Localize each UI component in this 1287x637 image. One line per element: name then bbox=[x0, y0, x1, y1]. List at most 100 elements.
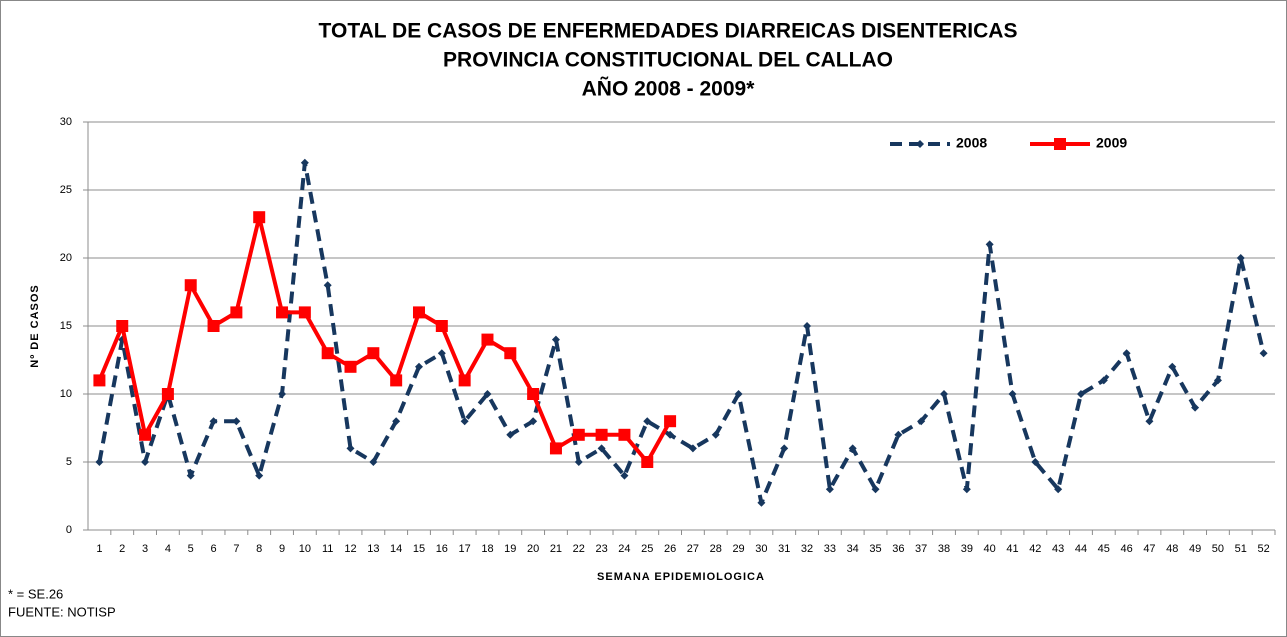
x-tick-label: 37 bbox=[915, 543, 927, 555]
x-tick-label: 50 bbox=[1212, 543, 1224, 555]
point bbox=[549, 442, 562, 455]
point bbox=[93, 374, 106, 387]
point bbox=[595, 428, 608, 441]
x-tick-label: 8 bbox=[256, 543, 262, 555]
point bbox=[734, 390, 743, 398]
x-tick-label: 45 bbox=[1098, 543, 1110, 555]
point bbox=[916, 140, 924, 148]
x-tick-label: 36 bbox=[892, 543, 904, 555]
x-tick-label: 49 bbox=[1189, 543, 1201, 555]
y-tick-label: 30 bbox=[60, 116, 72, 128]
x-tick-label: 1 bbox=[96, 543, 102, 555]
point bbox=[757, 498, 766, 507]
point bbox=[346, 444, 355, 453]
series-line bbox=[97, 160, 1266, 505]
point bbox=[871, 485, 880, 494]
x-tick-label: 25 bbox=[641, 543, 653, 555]
point bbox=[298, 306, 311, 319]
x-tick-label: 16 bbox=[436, 543, 448, 555]
x-tick-label: 38 bbox=[938, 543, 950, 555]
point bbox=[664, 415, 677, 428]
point bbox=[529, 417, 538, 426]
point bbox=[597, 444, 606, 453]
note: FUENTE: NOTISP bbox=[8, 604, 116, 619]
point bbox=[116, 320, 129, 332]
point bbox=[232, 417, 241, 426]
point bbox=[1191, 403, 1200, 412]
x-tick-label: 18 bbox=[481, 543, 493, 555]
point bbox=[139, 428, 152, 441]
point bbox=[161, 388, 174, 400]
x-tick-label: 11 bbox=[322, 543, 333, 555]
point bbox=[620, 471, 629, 480]
x-tick-label: 4 bbox=[165, 543, 171, 555]
point bbox=[1236, 254, 1245, 262]
point bbox=[894, 430, 903, 439]
x-tick-label: 27 bbox=[687, 543, 699, 555]
point bbox=[414, 362, 423, 371]
point bbox=[1054, 485, 1063, 494]
point bbox=[369, 458, 378, 466]
x-tick-label: 42 bbox=[1029, 543, 1041, 555]
point bbox=[437, 349, 446, 358]
x-tick-label: 24 bbox=[618, 543, 630, 555]
point bbox=[483, 390, 492, 398]
point bbox=[688, 444, 697, 453]
x-tick-label: 5 bbox=[188, 543, 194, 555]
x-tick-label: 20 bbox=[527, 543, 539, 555]
x-tick-label: 40 bbox=[984, 543, 996, 555]
point bbox=[711, 430, 720, 439]
point bbox=[276, 306, 289, 319]
y-tick-label: 20 bbox=[60, 252, 72, 264]
x-tick-label: 52 bbox=[1257, 543, 1269, 555]
x-tick-label: 7 bbox=[233, 543, 239, 555]
x-tick-label: 43 bbox=[1052, 543, 1064, 555]
point bbox=[278, 390, 287, 398]
y-tick-label: 5 bbox=[66, 456, 72, 468]
point bbox=[1054, 138, 1066, 150]
x-tick-label: 47 bbox=[1143, 543, 1155, 555]
point bbox=[506, 430, 515, 439]
x-tick-label: 22 bbox=[573, 543, 585, 555]
x-tick-label: 14 bbox=[390, 543, 402, 555]
point bbox=[412, 306, 425, 319]
point bbox=[666, 430, 675, 439]
x-tick-label: 17 bbox=[459, 543, 471, 555]
point bbox=[300, 158, 309, 167]
x-tick-label: 15 bbox=[413, 543, 425, 555]
point bbox=[962, 485, 971, 494]
point bbox=[551, 335, 560, 344]
x-tick-label: 44 bbox=[1075, 543, 1087, 555]
x-tick-label: 13 bbox=[367, 543, 379, 555]
point bbox=[1008, 390, 1017, 398]
point bbox=[481, 333, 494, 346]
x-tick-label: 46 bbox=[1121, 543, 1133, 555]
point bbox=[1122, 349, 1131, 358]
point bbox=[344, 360, 357, 373]
x-tick-label: 33 bbox=[824, 543, 836, 555]
chart-title: TOTAL DE CASOS DE ENFERMEDADES DIARREICA… bbox=[319, 20, 1018, 43]
x-tick-label: 19 bbox=[504, 543, 516, 555]
point bbox=[618, 428, 631, 441]
point bbox=[253, 211, 266, 224]
point bbox=[940, 390, 949, 398]
point bbox=[392, 417, 401, 426]
y-tick-label: 25 bbox=[60, 184, 72, 196]
x-tick-label: 48 bbox=[1166, 543, 1178, 555]
point bbox=[527, 388, 540, 400]
x-tick-label: 41 bbox=[1006, 543, 1018, 555]
legend-label: 2008 bbox=[956, 135, 987, 151]
note: * = SE.26 bbox=[8, 586, 63, 601]
x-tick-label: 51 bbox=[1235, 543, 1247, 555]
point bbox=[323, 281, 332, 290]
point bbox=[1031, 458, 1040, 466]
point bbox=[985, 240, 994, 249]
x-tick-label: 3 bbox=[142, 543, 148, 555]
point bbox=[848, 444, 857, 453]
point bbox=[917, 417, 926, 426]
point bbox=[641, 456, 654, 468]
x-tick-label: 6 bbox=[210, 543, 216, 555]
point bbox=[504, 347, 517, 360]
point bbox=[572, 428, 585, 441]
point bbox=[458, 374, 471, 387]
